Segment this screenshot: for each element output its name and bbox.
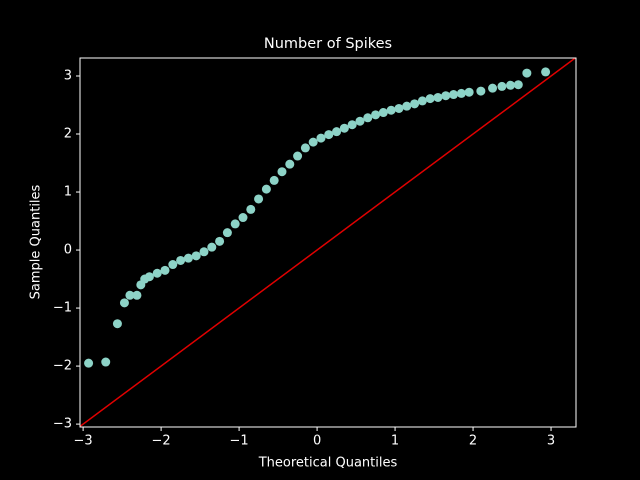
point (285, 159, 295, 169)
point (101, 357, 111, 367)
point (293, 151, 303, 161)
point (316, 133, 326, 143)
x-tick-label: 0 (313, 434, 321, 449)
point (152, 268, 162, 278)
x-tick-label: 1 (391, 434, 399, 449)
y-tick-label: 3 (64, 68, 72, 83)
point (207, 242, 217, 252)
y-tick-label: 0 (64, 243, 72, 258)
point (230, 219, 240, 229)
y-tick-label: −3 (53, 417, 72, 432)
point (261, 184, 271, 194)
reference-line (80, 58, 576, 427)
y-tick-label: −2 (53, 359, 72, 374)
point (183, 253, 193, 263)
point (269, 175, 279, 185)
point (308, 137, 318, 147)
x-axis-label: Theoretical Quantiles (258, 456, 398, 471)
point (160, 265, 170, 275)
point (215, 236, 225, 246)
point (513, 80, 523, 90)
y-tick-label: 1 (64, 185, 72, 200)
point (488, 83, 498, 93)
point (541, 67, 551, 77)
x-tick-label: −2 (152, 434, 171, 449)
point (300, 143, 310, 153)
point (112, 319, 122, 329)
point (386, 105, 396, 115)
point (84, 358, 94, 368)
point (394, 103, 404, 113)
y-axis-label: Sample Quantiles (29, 184, 44, 299)
point (417, 96, 427, 106)
point (238, 213, 248, 223)
point (132, 290, 142, 300)
point (199, 247, 209, 257)
point (410, 99, 420, 109)
y-tick-label: 2 (64, 127, 72, 142)
point (176, 255, 186, 265)
point (222, 228, 232, 238)
y-tick-label: −1 (53, 301, 72, 316)
point (125, 290, 135, 300)
point (456, 88, 466, 98)
point (191, 251, 201, 261)
point (168, 260, 178, 270)
point (433, 92, 443, 102)
plot-frame (79, 57, 577, 428)
point (522, 68, 532, 78)
point (246, 204, 256, 214)
point (363, 113, 373, 123)
point (119, 298, 129, 308)
point (347, 120, 357, 130)
point (441, 91, 451, 101)
x-tick-label: 3 (547, 434, 555, 449)
point (144, 272, 154, 282)
point (254, 194, 264, 204)
point (476, 86, 486, 96)
point (449, 90, 459, 100)
point (371, 110, 381, 120)
point (505, 80, 515, 90)
point (332, 127, 342, 137)
point (355, 116, 365, 126)
point (402, 101, 412, 111)
point (378, 108, 388, 118)
point (425, 94, 435, 104)
x-tick-label: −1 (230, 434, 249, 449)
x-tick-label: −3 (74, 434, 93, 449)
point (497, 81, 507, 91)
chart-title: Number of Spikes (264, 36, 392, 52)
point (339, 123, 349, 133)
point (324, 130, 334, 140)
point (277, 167, 287, 177)
point (464, 87, 474, 97)
x-tick-label: 2 (469, 434, 477, 449)
